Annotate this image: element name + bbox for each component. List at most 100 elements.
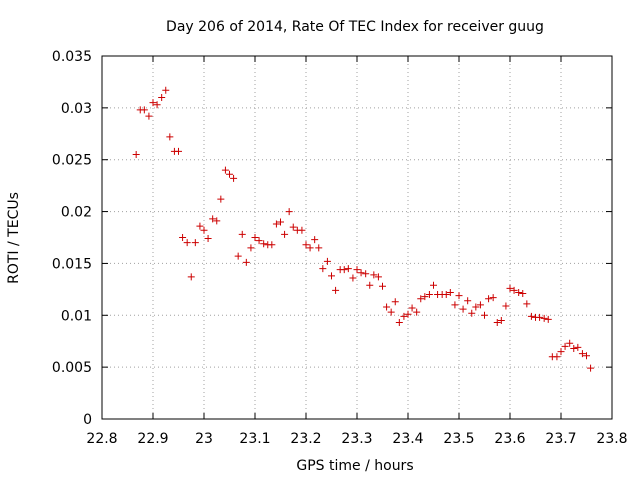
- data-point: [587, 364, 595, 372]
- data-point: [323, 257, 331, 265]
- data-point: [510, 286, 518, 294]
- data-point: [578, 350, 586, 358]
- data-point: [476, 301, 484, 309]
- data-point: [425, 291, 433, 299]
- data-point: [515, 288, 523, 296]
- data-point: [166, 133, 174, 141]
- data-point: [315, 244, 323, 252]
- data-point: [459, 305, 467, 313]
- data-point: [247, 244, 255, 252]
- data-point: [379, 282, 386, 290]
- y-tick-label: 0.02: [61, 205, 92, 221]
- data-point: [366, 281, 374, 289]
- data-point: [209, 215, 217, 223]
- data-point: [395, 319, 403, 327]
- data-point: [430, 281, 437, 289]
- data-point: [226, 170, 233, 178]
- data-point: [536, 313, 544, 321]
- x-tick-label: 23.6: [494, 431, 525, 447]
- data-point: [481, 311, 488, 319]
- data-point: [268, 241, 276, 249]
- data-point: [362, 270, 370, 278]
- data-point: [200, 226, 208, 234]
- data-point: [328, 272, 335, 280]
- data-point: [183, 239, 191, 247]
- data-point: [302, 241, 310, 249]
- data-point: [357, 269, 365, 277]
- y-tick-label: 0.005: [52, 360, 92, 376]
- data-point: [272, 220, 280, 228]
- data-point: [242, 258, 250, 266]
- data-point: [251, 234, 259, 241]
- data-point: [340, 266, 348, 274]
- data-point: [298, 226, 306, 234]
- data-point: [468, 309, 476, 317]
- data-point: [472, 303, 480, 311]
- x-tick-label: 23.7: [545, 431, 576, 447]
- data-point: [204, 235, 212, 243]
- data-point: [485, 295, 493, 303]
- data-point: [149, 99, 157, 107]
- data-point: [179, 234, 187, 241]
- data-point: [289, 223, 297, 231]
- data-point: [140, 106, 148, 114]
- data-point: [234, 252, 242, 260]
- data-point: [574, 343, 582, 351]
- data-point: [255, 237, 263, 245]
- y-axis-label: ROTI / TECUs: [6, 192, 22, 284]
- y-tick-label: 0.01: [61, 308, 92, 324]
- data-point: [391, 298, 399, 306]
- data-point: [353, 266, 361, 274]
- data-point: [221, 166, 229, 174]
- x-tick-label: 23: [195, 431, 213, 447]
- data-point: [344, 265, 352, 273]
- data-point: [519, 290, 527, 298]
- data-point: [455, 292, 463, 300]
- data-point: [506, 284, 514, 292]
- x-tick-label: 23.3: [341, 431, 372, 447]
- x-tick-label: 23.8: [596, 431, 627, 447]
- data-point: [277, 218, 284, 226]
- data-point: [544, 315, 552, 323]
- data-point: [464, 297, 472, 305]
- data-point: [285, 208, 293, 216]
- chart-title: Day 206 of 2014, Rate Of TEC Index for r…: [166, 19, 544, 35]
- x-tick-label: 23.1: [239, 431, 270, 447]
- data-point: [311, 236, 319, 244]
- y-tick-label: 0.03: [61, 101, 92, 117]
- data-points: [132, 86, 595, 372]
- data-point: [162, 86, 170, 94]
- data-point: [238, 230, 246, 238]
- data-point: [502, 302, 510, 310]
- data-point: [213, 217, 221, 225]
- data-point: [413, 308, 421, 316]
- data-point: [306, 244, 314, 252]
- y-tick-label: 0.035: [52, 49, 92, 65]
- x-tick-label: 22.8: [86, 431, 117, 447]
- data-point: [561, 342, 569, 350]
- data-point: [446, 288, 454, 296]
- data-point: [489, 294, 497, 302]
- data-point: [523, 300, 531, 308]
- data-point: [387, 308, 395, 316]
- data-point: [158, 93, 166, 101]
- data-point: [349, 274, 357, 282]
- data-point: [570, 344, 578, 352]
- data-point: [583, 352, 590, 360]
- x-tick-label: 23.5: [443, 431, 474, 447]
- axis-ticks: 22.8 22.9 23 23.1 23.2 23.3 23.4 23.5 23.6 23.7 23…: [52, 49, 628, 447]
- data-point: [187, 273, 195, 281]
- data-point: [442, 291, 450, 299]
- data-point: [404, 310, 412, 318]
- data-point: [417, 295, 425, 303]
- data-point: [370, 271, 378, 279]
- data-point: [319, 265, 327, 273]
- data-point: [540, 314, 548, 322]
- data-point: [175, 147, 182, 155]
- data-point: [145, 112, 153, 120]
- data-point: [383, 303, 391, 311]
- data-point: [421, 293, 429, 301]
- data-point: [153, 101, 161, 109]
- data-point: [196, 222, 204, 230]
